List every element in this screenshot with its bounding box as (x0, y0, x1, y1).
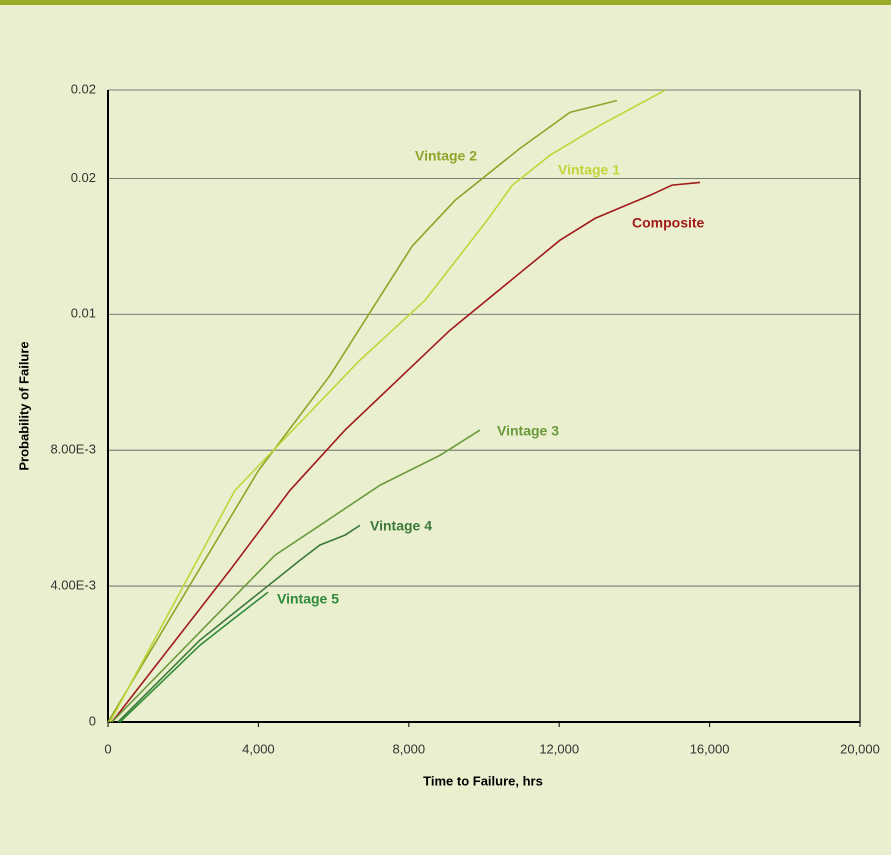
series-label: Vintage 1 (558, 162, 620, 178)
y-axis-title: Probability of Failure (16, 341, 31, 470)
x-tick-label: 0 (104, 741, 111, 756)
x-tick-label: 8,000 (393, 741, 426, 756)
x-tick-label: 16,000 (690, 741, 730, 756)
x-tick-label: 4,000 (242, 741, 275, 756)
series-line (117, 524, 361, 723)
x-tick-label: 20,000 (840, 741, 880, 756)
y-tick-label: 0.02 (71, 170, 96, 185)
series-line (119, 591, 269, 723)
series-label: Vintage 5 (277, 591, 339, 607)
series-line (111, 181, 701, 723)
series-line (109, 89, 666, 723)
x-tick-label: 12,000 (539, 741, 579, 756)
series-line (107, 99, 618, 723)
series-label: Vintage 4 (370, 518, 432, 534)
y-tick-label: 0.02 (71, 81, 96, 96)
series-label: Composite (632, 215, 705, 231)
series-line (111, 429, 481, 723)
top-band (0, 0, 891, 5)
y-tick-label: 0.01 (71, 306, 96, 321)
series-label: Vintage 3 (497, 423, 559, 439)
x-axis-title: Time to Failure, hrs (423, 773, 543, 788)
series-label: Vintage 2 (415, 148, 477, 164)
y-tick-label: 4.00E-3 (50, 578, 96, 593)
y-tick-label: 0 (89, 713, 96, 728)
y-tick-label: 8.00E-3 (50, 442, 96, 457)
